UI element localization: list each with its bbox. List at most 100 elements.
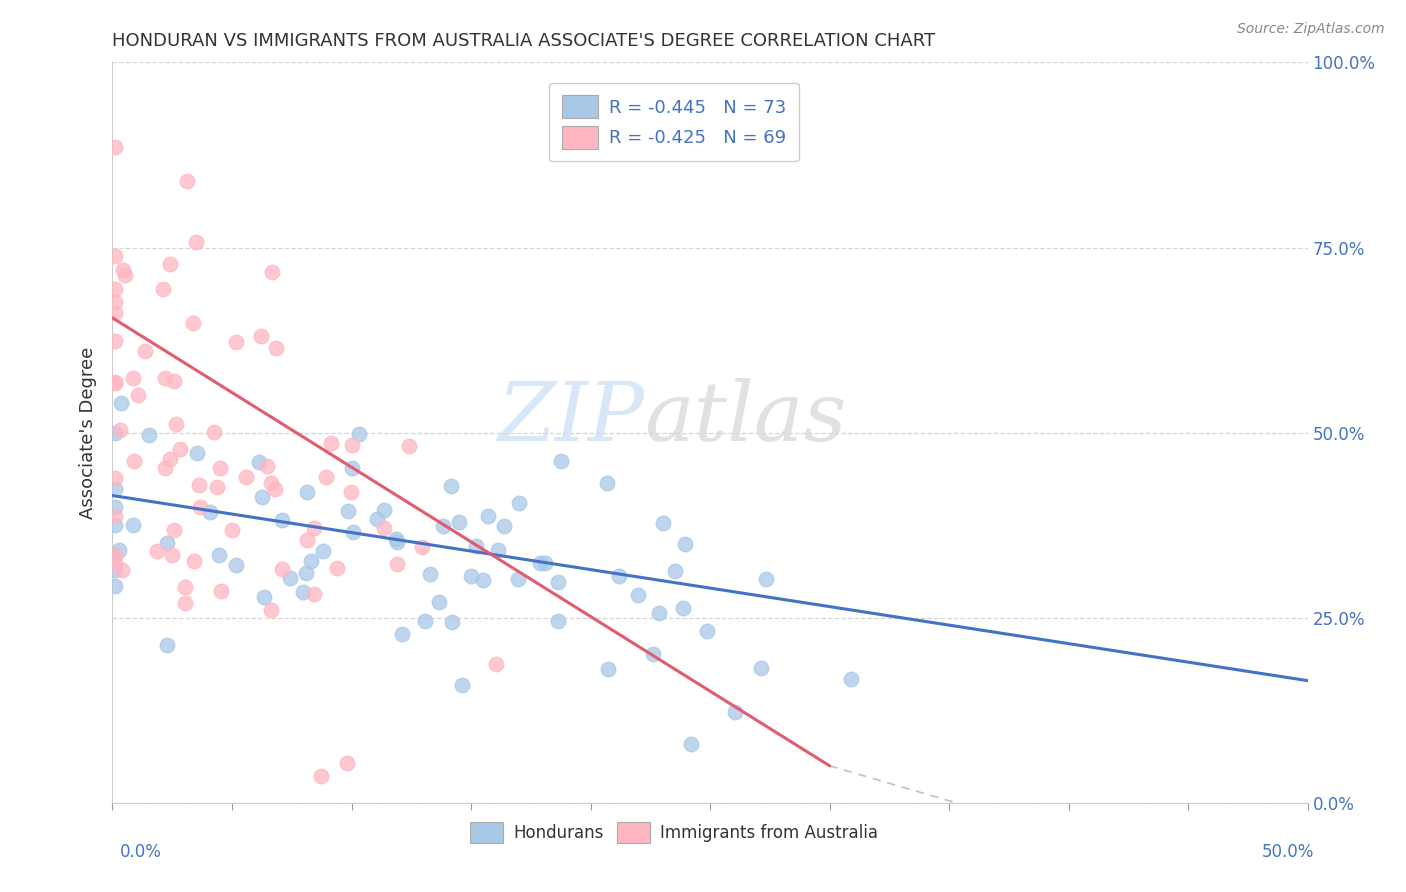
Point <box>104 548 127 562</box>
Point <box>263 482 285 496</box>
Point <box>104 548 127 562</box>
Point <box>340 485 363 500</box>
Point <box>429 595 451 609</box>
Point <box>342 525 364 540</box>
Point <box>104 334 127 349</box>
Point <box>104 306 127 320</box>
Point <box>547 614 569 628</box>
Point <box>664 564 686 578</box>
Point <box>153 371 176 385</box>
Point <box>104 249 127 263</box>
Point <box>165 417 187 431</box>
Point <box>108 542 131 557</box>
Text: HONDURAN VS IMMIGRANTS FROM AUSTRALIA ASSOCIATE'S DEGREE CORRELATION CHART: HONDURAN VS IMMIGRANTS FROM AUSTRALIA AS… <box>112 32 935 50</box>
Point <box>295 566 318 580</box>
Point <box>146 544 169 558</box>
Point <box>299 554 322 568</box>
Point <box>138 428 160 442</box>
Point <box>104 508 127 523</box>
Point <box>447 516 470 530</box>
Point <box>134 343 156 358</box>
Point <box>104 563 127 577</box>
Point <box>122 453 145 467</box>
Point <box>188 478 211 492</box>
Point <box>186 235 208 249</box>
Point <box>169 442 191 456</box>
Text: Source: ZipAtlas.com: Source: ZipAtlas.com <box>1237 22 1385 37</box>
Point <box>260 475 283 490</box>
Point <box>183 554 205 568</box>
Point <box>198 505 221 519</box>
Point <box>385 533 408 547</box>
Point <box>477 509 499 524</box>
Point <box>104 517 127 532</box>
Point <box>441 615 464 630</box>
Point <box>673 537 696 551</box>
Point <box>127 387 149 401</box>
Point <box>104 376 127 390</box>
Point <box>162 523 184 537</box>
Point <box>176 174 198 188</box>
Point <box>188 500 211 515</box>
Point <box>529 556 551 570</box>
Point <box>181 316 204 330</box>
Point <box>264 341 287 355</box>
Point <box>302 587 325 601</box>
Point <box>385 534 408 549</box>
Point <box>104 426 127 441</box>
Point <box>550 454 572 468</box>
Point <box>321 435 343 450</box>
Point <box>340 438 363 452</box>
Point <box>506 572 529 586</box>
Point <box>432 519 454 533</box>
Point <box>451 678 474 692</box>
Point <box>411 540 433 554</box>
Point <box>205 480 228 494</box>
Point <box>312 544 335 558</box>
Point <box>460 569 482 583</box>
Point <box>104 281 127 295</box>
Point <box>247 455 270 469</box>
Point <box>295 533 318 548</box>
Point <box>413 615 436 629</box>
Point <box>347 426 370 441</box>
Point <box>122 517 145 532</box>
Point <box>271 513 294 527</box>
Point <box>104 579 127 593</box>
Point <box>749 661 772 675</box>
Point <box>643 647 665 661</box>
Text: 50.0%: 50.0% <box>1263 843 1315 861</box>
Point <box>278 571 301 585</box>
Point <box>202 425 225 440</box>
Text: 0.0%: 0.0% <box>120 843 162 861</box>
Point <box>104 294 127 309</box>
Point <box>211 584 233 599</box>
Point <box>302 521 325 535</box>
Point <box>260 603 283 617</box>
Point <box>104 471 127 485</box>
Legend: Hondurans, Immigrants from Australia: Hondurans, Immigrants from Australia <box>464 815 884 850</box>
Point <box>398 439 420 453</box>
Y-axis label: Associate's Degree: Associate's Degree <box>79 346 97 519</box>
Text: atlas: atlas <box>644 378 846 458</box>
Point <box>607 568 630 582</box>
Point <box>110 563 132 577</box>
Point <box>336 503 359 517</box>
Point <box>440 479 463 493</box>
Point <box>208 548 231 562</box>
Point <box>492 519 515 533</box>
Point <box>152 282 174 296</box>
Point <box>163 375 186 389</box>
Point <box>340 461 363 475</box>
Point <box>508 495 530 509</box>
Point <box>250 329 273 343</box>
Point <box>110 396 132 410</box>
Point <box>225 558 247 573</box>
Point <box>672 601 695 615</box>
Point <box>174 580 197 594</box>
Point <box>315 469 337 483</box>
Point <box>156 536 179 550</box>
Point <box>419 566 441 581</box>
Point <box>696 624 718 638</box>
Point <box>122 371 145 385</box>
